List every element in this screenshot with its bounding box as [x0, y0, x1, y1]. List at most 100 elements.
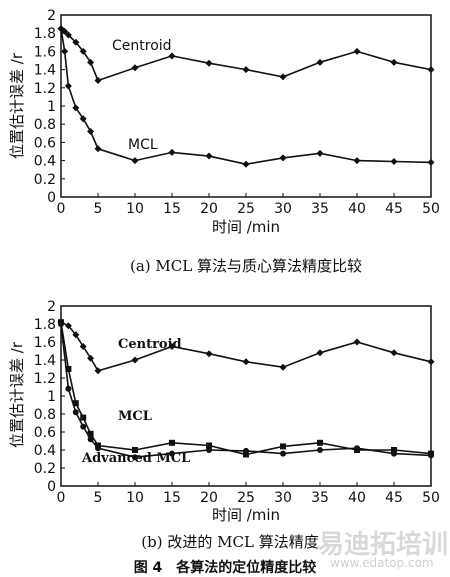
y-axis-label-b: 位置估计误差 /r — [8, 341, 26, 448]
data-point-mcl-b — [391, 447, 397, 453]
watermark-url: www.edatop.com — [330, 556, 434, 570]
data-point-centroid-a — [427, 66, 435, 74]
ticks-a: 0 5 10 15 20 25 30 35 40 45 5000.20.40.60.811.21.4… — [34, 8, 440, 217]
caption-b: (b) 改进的 MCL 算法精度 — [141, 533, 318, 551]
data-point-advanced-mcl-b — [65, 385, 72, 392]
series-label-mcl-b: MCL — [118, 409, 152, 424]
data-point-centroid-a — [316, 58, 324, 66]
chart-b: 0 5 10 15 20 25 30 35 40 45 5000.20.40.60.811.21.4… — [8, 299, 440, 551]
data-point-centroid-b — [87, 354, 95, 362]
x-tick-label: 0 — [57, 201, 66, 217]
data-point-centroid-b — [131, 356, 139, 364]
data-point-centroid-a — [79, 47, 87, 55]
x-tick-label: 20 — [200, 490, 218, 506]
x-tick-label: 30 — [274, 490, 292, 506]
y-tick-label: 0.2 — [34, 461, 56, 477]
y-tick-label: 1.4 — [34, 63, 56, 79]
data-point-mcl-a — [87, 127, 95, 135]
data-point-mcl-a — [353, 157, 361, 165]
x-tick-label: 35 — [311, 201, 329, 217]
data-point-advanced-mcl-b — [95, 445, 101, 452]
data-point-centroid-b — [353, 338, 361, 346]
y-tick-label: 0.4 — [34, 154, 56, 170]
data-point-centroid-a — [64, 31, 72, 39]
x-tick-label: 50 — [422, 201, 440, 217]
series-label-advanced-mcl-b: Advanced MCL — [81, 451, 190, 466]
y-tick-label: 1.8 — [34, 26, 56, 42]
y-tick-label: 1.6 — [34, 44, 56, 60]
x-tick-label: 10 — [126, 201, 144, 217]
y-tick-label: 0.6 — [34, 425, 56, 441]
ticks-b: 0 5 10 15 20 25 30 35 40 45 5000.20.40.60.811.21.4… — [34, 299, 440, 506]
data-point-mcl-b — [169, 439, 175, 446]
data-point-centroid-b — [390, 349, 398, 357]
data-point-mcl-a — [57, 25, 65, 33]
x-tick-label: 45 — [385, 201, 403, 217]
x-tick-label: 35 — [311, 490, 329, 506]
data-point-advanced-mcl-b — [354, 445, 360, 452]
x-tick-label: 40 — [348, 490, 366, 506]
chart-a: 0 5 10 15 20 25 30 35 40 45 5000.20.40.60.811.21.4… — [8, 8, 440, 275]
series-line-mcl-b — [60, 322, 432, 456]
x-axis-label-b: 时间 /min — [212, 506, 280, 524]
x-tick-label: 40 — [348, 201, 366, 217]
data-point-centroid-a — [242, 66, 250, 74]
series-label-centroid-a: Centroid — [112, 38, 172, 54]
data-point-mcl-a — [242, 160, 250, 168]
data-point-centroid-b — [94, 367, 102, 375]
data-point-mcl-a — [390, 158, 398, 166]
y-tick-label: 1 — [47, 389, 56, 405]
x-tick-label: 5 — [94, 201, 103, 217]
data-point-centroid-a — [390, 58, 398, 66]
data-point-mcl-a — [131, 157, 139, 165]
y-tick-label: 0.2 — [34, 172, 56, 188]
data-point-centroid-b — [427, 358, 435, 366]
data-point-centroid-b — [242, 358, 250, 366]
y-tick-label: 0 — [47, 479, 56, 495]
x-tick-label: 25 — [237, 201, 255, 217]
data-point-centroid-b — [168, 343, 176, 350]
data-point-mcl-b — [317, 439, 323, 446]
data-point-mcl-b — [65, 366, 72, 372]
data-point-advanced-mcl-b — [391, 450, 397, 457]
data-point-mcl-a — [316, 149, 324, 157]
data-point-advanced-mcl-b — [243, 447, 249, 454]
y-tick-label: 1.4 — [34, 353, 56, 369]
y-tick-label: 0.8 — [34, 407, 56, 423]
data-point-mcl-b — [280, 443, 286, 450]
data-point-mcl-a — [64, 82, 72, 90]
data-point-advanced-mcl-b — [206, 447, 212, 453]
series-label-centroid-b: Centroid — [118, 337, 182, 352]
x-tick-label: 45 — [385, 490, 403, 506]
series-line-centroid-a — [60, 28, 432, 82]
data-point-centroid-a — [205, 59, 213, 67]
data-point-centroid-a — [72, 38, 80, 46]
x-tick-label: 25 — [237, 490, 255, 506]
data-point-advanced-mcl-b — [132, 454, 138, 461]
series-a — [57, 25, 435, 168]
watermark: 易迪拓培训 — [318, 530, 448, 560]
data-point-mcl-b — [80, 414, 87, 421]
x-tick-label: 5 — [94, 490, 103, 506]
data-point-centroid-a — [94, 77, 102, 85]
data-point-mcl-a — [279, 154, 287, 162]
x-tick-label: 30 — [274, 201, 292, 217]
data-point-mcl-b — [206, 442, 212, 449]
data-point-mcl-a — [72, 104, 80, 112]
data-point-mcl-b — [243, 451, 249, 458]
y-tick-label: 1 — [47, 99, 56, 115]
series-line-mcl-a — [60, 28, 432, 166]
caption-a: (a) MCL 算法与质心算法精度比较 — [130, 257, 362, 275]
series-line-advanced-mcl-b — [60, 323, 432, 459]
x-tick-label: 50 — [422, 490, 440, 506]
data-point-advanced-mcl-b — [280, 450, 286, 457]
x-axis-label-a: 时间 /min — [212, 218, 280, 236]
x-tick-label: 0 — [57, 490, 66, 506]
data-point-centroid-a — [168, 52, 176, 60]
data-point-mcl-b — [72, 400, 79, 407]
data-point-advanced-mcl-b — [72, 409, 79, 416]
x-tick-label: 20 — [200, 201, 218, 217]
y-tick-label: 0.8 — [34, 117, 56, 133]
series-label-mcl-a: MCL — [128, 137, 158, 153]
data-point-advanced-mcl-b — [58, 321, 64, 327]
